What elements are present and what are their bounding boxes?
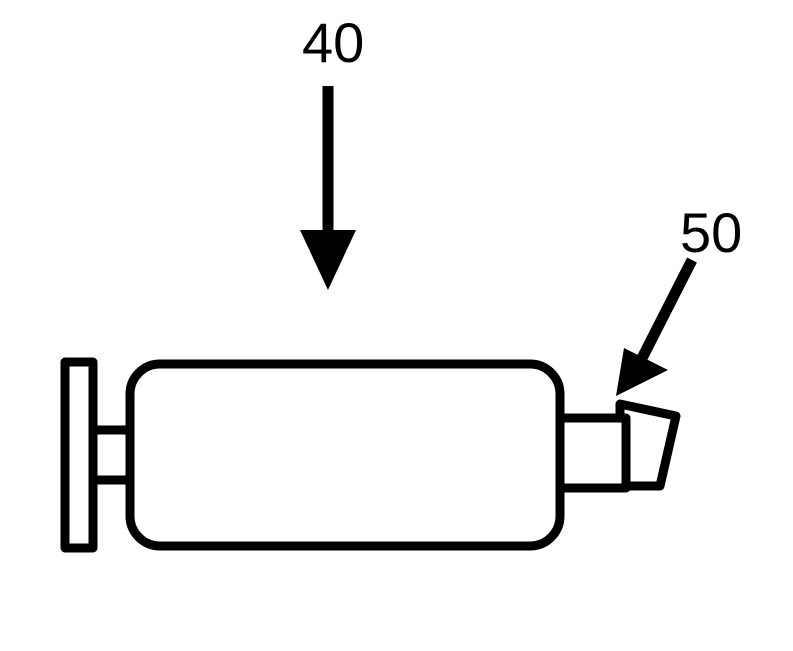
label-ref-40: 40 — [302, 10, 364, 75]
arrow-ref-50 — [616, 260, 692, 396]
syringe-plunger-flange — [65, 362, 93, 548]
diagram-canvas: 40 50 — [0, 0, 793, 651]
syringe-barrel — [130, 364, 560, 546]
diagram-svg — [0, 0, 793, 651]
syringe — [65, 362, 676, 548]
label-ref-50: 50 — [680, 200, 742, 265]
arrow-ref-40 — [300, 86, 356, 290]
